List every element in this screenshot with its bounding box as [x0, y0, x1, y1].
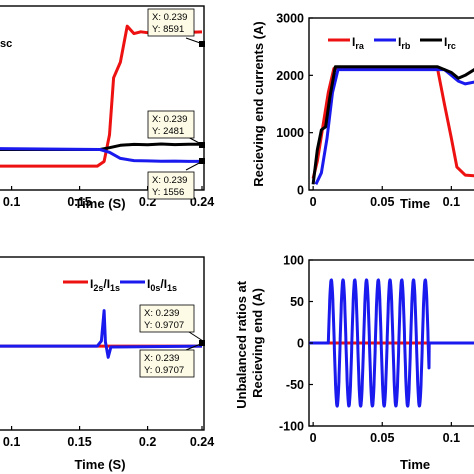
datatip-mid[interactable]: X: 0.239 Y: 2481	[147, 110, 205, 148]
y-tick-label: -100	[279, 420, 304, 434]
panel-sequence-ratios: 0.1 0.15 0.2 0.24 Time (S) I2s/I1s I0s/I1s …	[0, 256, 214, 472]
series-line-i-rc	[311, 65, 474, 185]
datatip-y: Y: 0.9707	[144, 320, 184, 331]
datatip-y: Y: 8591	[152, 24, 184, 35]
legend-label-ira: Ira	[352, 35, 365, 51]
series-line-i-ra	[311, 67, 474, 179]
series-line-blue	[0, 147, 202, 163]
datatip-x: X: 0.239	[152, 12, 187, 23]
legend-label-i2s: I2s/I1s	[90, 277, 120, 293]
series-line-blue	[307, 278, 474, 408]
x-axis-label: Time (S)	[74, 457, 125, 472]
x-axis-label: Time	[400, 457, 430, 472]
y-axis-label: Unbalanced ratios at Recieving end (A)	[234, 277, 265, 409]
x-tick-label: 0	[310, 195, 317, 209]
datatip-x: X: 0.239	[144, 308, 179, 319]
datatip-upper[interactable]: X: 0.239 Y: 0.9707	[139, 304, 204, 342]
y-axis-label-line2: Recieving end (A)	[250, 288, 265, 398]
datatip-y: Y: 0.9707	[144, 365, 184, 376]
y-tick-label: 0	[297, 337, 304, 351]
legend: Ira Irb Irc	[328, 35, 456, 51]
x-tick-label: 0.05	[370, 431, 394, 445]
x-tick-label: 0.2	[139, 435, 156, 449]
y-axis-label: Recieving end currents (A)	[251, 21, 266, 186]
series-line-i-0s-i-1s	[0, 309, 203, 359]
legend-fragment: sc	[0, 38, 12, 50]
datatip-y: Y: 2481	[152, 126, 184, 137]
axes-box	[308, 17, 474, 191]
legend: I2s/I1s I0s/I1s	[63, 277, 177, 293]
datatip-x: X: 0.239	[144, 353, 179, 364]
series-line-black	[0, 142, 203, 151]
y-tick-label: 50	[290, 295, 304, 309]
datatip-top[interactable]: X: 0.239 Y: 8591	[147, 8, 205, 47]
x-tick-label: 0.24	[190, 435, 214, 449]
axes-box	[0, 5, 205, 191]
legend-label-i0s: I0s/I1s	[147, 277, 177, 293]
x-tick-label: 0.24	[190, 195, 214, 209]
datatip-marker	[199, 340, 205, 346]
x-tick-label: 0.1	[443, 195, 460, 209]
datatip-lower[interactable]: X: 0.239 Y: 0.9707	[139, 342, 204, 378]
legend-label-irc: Irc	[444, 35, 456, 51]
x-tick-label: 0.1	[3, 195, 20, 209]
series-line-i-rb	[314, 68, 474, 185]
x-axis-label: Time (S)	[74, 196, 125, 211]
panel-sequence-currents: 0.1 0.15 0.2 0.24 sc Time (S) X: 0.239 Y: 8…	[0, 5, 214, 211]
x-tick-label: 0.05	[370, 195, 394, 209]
y-tick-label: 1000	[276, 126, 304, 140]
x-tick-label: 0.15	[67, 435, 91, 449]
x-tick-label: 0	[310, 431, 317, 445]
datatip-x: X: 0.239	[152, 114, 187, 125]
x-tick-label: 0.15	[67, 195, 91, 209]
panel-unbalanced-ratios: 0 0.05 0.1 -100 -50 0 50 100 Unbalanced ratios …	[234, 254, 474, 472]
y-tick-label: 3000	[276, 12, 304, 26]
y-tick-label: 2000	[276, 69, 304, 83]
datatip-y: Y: 1556	[152, 187, 184, 198]
datatip-marker	[199, 142, 205, 148]
datatip-marker	[199, 158, 205, 164]
y-tick-label: 100	[283, 254, 304, 268]
x-tick-label: 0.1	[443, 431, 460, 445]
x-axis-label: Time	[400, 196, 430, 211]
x-tick-label: 0.1	[3, 435, 20, 449]
y-tick-label: -50	[286, 378, 304, 392]
datatip-marker	[199, 41, 205, 47]
y-axis-label-line1: Unbalanced ratios at	[234, 280, 249, 409]
y-tick-label: 0	[297, 184, 304, 198]
datatip-low[interactable]: X: 0.239 Y: 1556	[147, 158, 205, 200]
legend-label-irb: Irb	[398, 35, 411, 51]
panel-receiving-currents: 0 0.05 0.1 0 1000 2000 3000 Recieving end curr…	[251, 12, 474, 211]
datatip-x: X: 0.239	[152, 175, 187, 186]
